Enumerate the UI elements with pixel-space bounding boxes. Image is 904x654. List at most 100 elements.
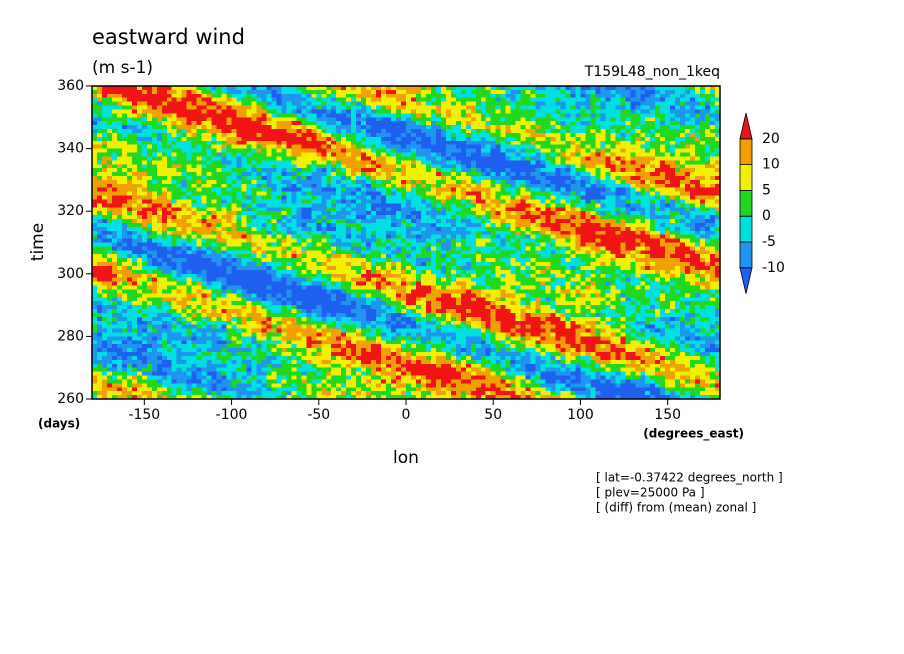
field-cell — [610, 136, 616, 142]
field-cell — [141, 179, 148, 185]
field-cell — [346, 121, 352, 126]
field-cell — [610, 160, 616, 165]
field-cell — [650, 164, 656, 169]
field-cell — [291, 101, 297, 107]
field-cell — [425, 199, 432, 204]
field-cell — [396, 125, 402, 130]
field-cell — [191, 215, 198, 220]
field-cell — [346, 215, 352, 220]
field-cell — [445, 164, 452, 169]
field-cell — [361, 93, 367, 99]
field-cell — [665, 199, 671, 204]
field-cell — [470, 195, 477, 201]
field-cell — [296, 179, 302, 185]
field-cell — [211, 187, 218, 193]
field-cell — [450, 129, 457, 134]
field-cell — [615, 219, 621, 224]
field-cell — [121, 129, 128, 134]
field-cell — [490, 207, 497, 212]
field-cell — [695, 132, 701, 138]
field-cell — [460, 156, 467, 161]
field-cell — [326, 117, 332, 122]
field-cell — [605, 160, 611, 165]
field-cell — [321, 136, 327, 142]
field-cell — [420, 89, 427, 95]
field-cell — [520, 132, 527, 138]
field-cell — [535, 179, 542, 185]
field-cell — [216, 211, 223, 216]
field-cell — [430, 136, 437, 142]
field-cell — [141, 222, 148, 228]
field-cell — [366, 125, 372, 130]
field-cell — [241, 183, 248, 189]
field-cell — [116, 175, 123, 181]
field-cell — [226, 136, 233, 142]
field-cell — [535, 164, 542, 169]
field-cell — [635, 183, 641, 189]
field-cell — [261, 234, 268, 240]
field-cell — [695, 136, 701, 142]
field-cell — [605, 175, 611, 181]
field-cell — [251, 140, 258, 146]
field-cell — [555, 203, 562, 208]
field-cell — [465, 219, 472, 224]
field-cell — [376, 136, 382, 142]
field-cell — [356, 179, 362, 185]
field-cell — [396, 187, 402, 193]
field-cell — [700, 125, 706, 130]
field-cell — [710, 160, 716, 165]
field-cell — [470, 89, 477, 95]
field-cell — [251, 86, 258, 91]
field-cell — [321, 148, 327, 154]
field-cell — [351, 187, 357, 193]
field-cell — [106, 164, 113, 169]
field-cell — [665, 160, 671, 165]
field-cell — [381, 113, 387, 118]
field-cell — [121, 160, 128, 165]
field-cell — [201, 89, 208, 95]
field-cell — [316, 140, 322, 146]
field-cell — [680, 164, 686, 169]
field-cell — [445, 191, 452, 197]
field-cell — [700, 207, 706, 212]
field-cell — [675, 121, 681, 126]
field-cell — [625, 195, 631, 201]
field-cell — [366, 179, 372, 185]
field-cell — [515, 156, 522, 161]
field-cell — [475, 168, 482, 173]
field-cell — [425, 113, 432, 118]
field-cell — [665, 168, 671, 173]
field-cell — [351, 191, 357, 197]
field-cell — [500, 187, 507, 193]
field-cell — [600, 183, 606, 189]
field-cell — [166, 93, 173, 99]
field-cell — [490, 191, 497, 197]
field-cell — [396, 222, 402, 228]
field-cell — [126, 191, 133, 197]
field-cell — [455, 113, 462, 118]
field-cell — [440, 152, 447, 158]
field-cell — [216, 238, 223, 244]
field-cell — [246, 226, 253, 232]
field-cell — [351, 207, 357, 212]
field-cell — [206, 86, 213, 91]
field-cell — [406, 172, 412, 177]
field-cell — [261, 125, 268, 130]
field-cell — [366, 222, 372, 228]
field-cell — [470, 132, 477, 138]
field-cell — [276, 215, 282, 220]
field-cell — [545, 148, 552, 154]
field-cell — [96, 183, 103, 189]
field-cell — [231, 93, 238, 99]
field-cell — [316, 117, 322, 122]
field-cell — [201, 219, 208, 224]
field-cell — [575, 121, 582, 126]
field-cell — [705, 129, 711, 134]
field-cell — [440, 121, 447, 126]
field-cell — [700, 230, 706, 236]
field-cell — [585, 148, 592, 154]
field-cell — [141, 152, 148, 158]
field-cell — [301, 175, 307, 181]
field-cell — [495, 86, 502, 91]
field-cell — [700, 97, 706, 103]
